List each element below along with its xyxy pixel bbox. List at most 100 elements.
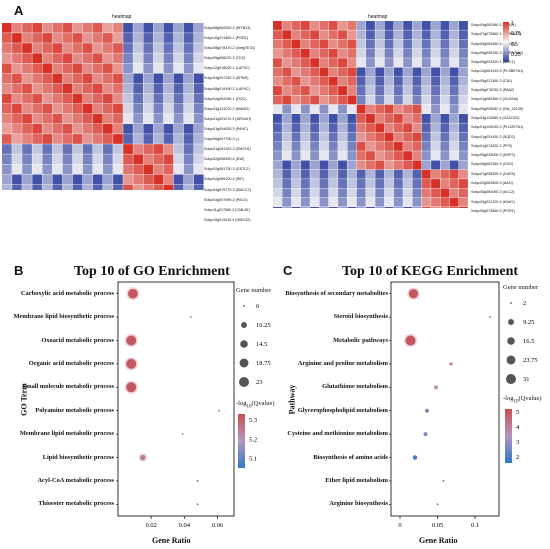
heatmap-right-cell (384, 151, 394, 161)
heatmap-left-cell (153, 93, 164, 104)
heatmap-left-cell (22, 23, 32, 33)
chart-b-dot (181, 433, 184, 435)
heatmap-right-cell (393, 39, 403, 49)
heatmap-right-cell (421, 151, 431, 161)
heatmap-right-cell (384, 48, 394, 58)
heatmap-right-cell (291, 197, 301, 207)
heatmap-right-cell (356, 21, 366, 30)
heatmap-left-cell (143, 103, 154, 114)
heatmap-right-cell (366, 104, 375, 114)
heatmap-right-cell (412, 95, 422, 105)
heatmap-right-cell (328, 197, 338, 207)
heatmap-right-cell (347, 114, 357, 123)
heatmap-left-cell (12, 154, 22, 164)
heatmap-right-cell (449, 188, 459, 198)
heatmap-right-cell (319, 141, 329, 151)
heatmap-right-cell (393, 58, 403, 68)
heatmap-left-cell (72, 43, 83, 53)
heatmap-left-cell (183, 174, 194, 185)
heatmap-left-cell (52, 113, 63, 124)
heatmap-right-cell (431, 179, 440, 188)
chart-b-dot (126, 358, 137, 369)
heatmap-left-row-labels: Solyc06g062830.2 (WYB13) Solyc10g074460.1… (204, 23, 274, 225)
heatmap-right-cell (421, 141, 431, 151)
heatmap-right-cell (347, 104, 357, 114)
heatmap-right-cell (384, 188, 394, 198)
chart-c-xtick-label: 0 (398, 522, 401, 529)
heatmap-left-cell (22, 154, 32, 164)
heatmap-left-cell (113, 93, 123, 104)
chart-b-colorbar-tick-label: 5.3 (249, 417, 257, 424)
heatmap-left-cell (183, 53, 194, 63)
heatmap-right-cell (449, 95, 459, 105)
heatmap-right-cell (328, 48, 338, 58)
heatmap-left-cell (22, 113, 32, 124)
heatmap-right-cell (356, 76, 366, 86)
color-legend-title-part: (Qvalue) (518, 395, 542, 402)
heatmap-right-cell (319, 39, 329, 49)
heatmap-left-cell (193, 33, 204, 43)
heatmap-right-cell (440, 207, 450, 208)
heatmap-left-cell (143, 154, 154, 164)
heatmap-left-cell (153, 103, 164, 114)
heatmap-left-cell (32, 113, 42, 124)
heatmap-right-cell (375, 67, 385, 77)
heatmap-left-cell (103, 164, 113, 175)
heatmap-right-cell (273, 132, 282, 142)
heatmap-right-cell (440, 179, 450, 188)
heatmap-right-cell (319, 95, 329, 105)
chart-c-dot (423, 432, 428, 437)
heatmap-right-cell (449, 21, 459, 30)
heatmap-right-cell (393, 123, 403, 133)
heatmap-left-cell (2, 134, 12, 144)
heatmap-right-cell (403, 104, 413, 114)
chart-b-xlabel: Gene Ratio (152, 536, 191, 545)
heatmap-right-cell (319, 30, 329, 40)
heatmap-right-cell (300, 48, 310, 58)
heatmap-right-cell (356, 197, 366, 207)
heatmap-right-cell (273, 58, 282, 68)
heatmap-right-cell (338, 114, 347, 123)
heatmap-left-cell (52, 134, 63, 144)
heatmap-left-cell (183, 73, 194, 84)
heatmap-right-cell (440, 197, 450, 207)
heatmap-right-cell (366, 188, 375, 198)
heatmap-right-cell (384, 76, 394, 86)
heatmap-left-cell (143, 33, 154, 43)
heatmap-left-cell (133, 144, 143, 154)
chart-b-size-key (239, 358, 249, 368)
heatmap-right-cell (328, 58, 338, 68)
heatmap-left-cell (183, 33, 194, 43)
heatmap-right-cell (356, 95, 366, 105)
chart-b-category-label: Thioester metabolic process (38, 500, 114, 508)
heatmap-left-cell (72, 103, 83, 114)
heatmap-right-cell (431, 151, 440, 161)
heatmap-left-cell (143, 63, 154, 74)
heatmap-right-cell (282, 76, 292, 86)
heatmap-left-cell (52, 53, 63, 63)
heatmap-left-cell (193, 63, 204, 74)
heatmap-right-cell (459, 76, 468, 86)
chart-c-size-legend: 2 9.25 16.5 23.75 31 (506, 300, 538, 384)
heatmap-right-cell (319, 67, 329, 77)
heatmap-right-cell (310, 197, 320, 207)
chart-b-category-label: Membrane lipid biosynthetic process (13, 313, 114, 321)
heatmap-left-cell (52, 43, 63, 53)
heatmap-left-cell (173, 154, 184, 164)
heatmap-right-cell (440, 67, 450, 77)
chart-b-color-legend-title: -log10(Qvalue) (236, 400, 275, 409)
hm-legend-tick: 0.25 (511, 52, 521, 58)
chart-b-dot (218, 409, 220, 412)
heatmap-left-cell (52, 83, 63, 94)
heatmap-right-cell (282, 21, 292, 30)
heatmap-right-cell (366, 58, 375, 68)
heatmap-right-cell (328, 160, 338, 170)
heatmap-right-cell (291, 169, 301, 179)
heatmap-right-cell (375, 160, 385, 170)
heatmap-right-cell (366, 132, 375, 142)
heatmap-right-cell (347, 21, 357, 30)
heatmap-right-cell (375, 104, 385, 114)
heatmap-left-cell (103, 53, 113, 63)
hm-legend-tick: 1 (511, 21, 514, 27)
heatmap-left-cell (103, 23, 113, 33)
